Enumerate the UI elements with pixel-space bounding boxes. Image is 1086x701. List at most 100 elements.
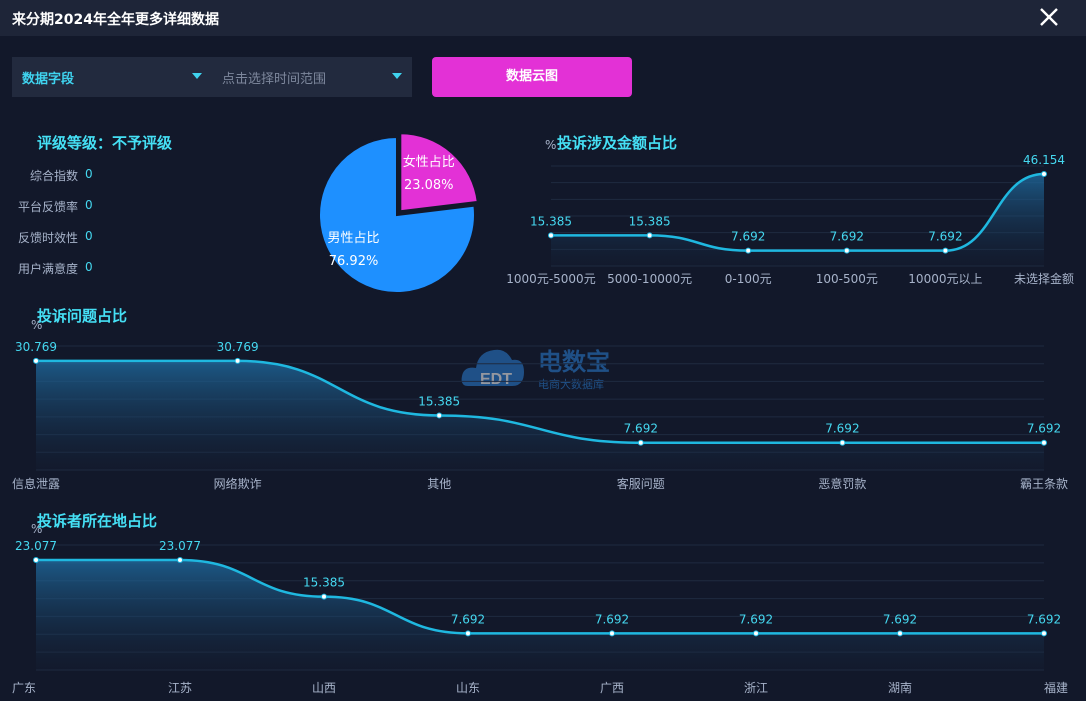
- data-point: [839, 439, 846, 446]
- data-field-label: 数据字段: [22, 72, 75, 87]
- amount-chart-title: 投诉涉及金额占比: [557, 134, 678, 152]
- metric-label: 综合指数: [29, 169, 78, 183]
- data-point: [548, 232, 554, 239]
- x-tick-label: 信息泄露: [12, 476, 60, 491]
- location-chart-title: 投诉者所在地占比: [37, 512, 158, 530]
- x-tick-label: 5000-10000元: [607, 272, 692, 286]
- metric-value: 0: [85, 167, 93, 181]
- area-fill: [551, 174, 1044, 266]
- data-point: [637, 439, 644, 446]
- cloud-mark: [461, 349, 524, 386]
- pie-slice-name: 男性占比: [328, 231, 380, 246]
- window-title: 来分期2024年全年更多详细数据: [12, 12, 219, 28]
- data-point: [897, 630, 903, 637]
- metric-timeliness: 反馈时效性: [0, 229, 78, 245]
- data-label: 7.692: [731, 230, 765, 244]
- amount-area-chart: 15.385 1000元-5000元 15.385 5000-10000元 7.692 0…: [506, 138, 1074, 286]
- x-tick-label: 广东: [12, 681, 36, 695]
- series-line: [36, 359, 1044, 444]
- metric-value: 0: [85, 198, 93, 212]
- time-range-placeholder: 点击选择时间范围: [222, 72, 327, 87]
- data-label: 7.692: [595, 612, 629, 626]
- x-tick-label: 山东: [456, 681, 480, 695]
- x-tick-label: 0-100元: [725, 272, 772, 286]
- data-point: [1041, 630, 1047, 637]
- close-button[interactable]: [1036, 4, 1062, 30]
- logo-tagline: 电商大数据库: [538, 377, 604, 391]
- filter-bar: 数据字段 点击选择时间范围: [12, 57, 412, 97]
- x-tick-label: 未选择金额: [1014, 271, 1074, 286]
- issue-area-chart: 30.769 信息泄露 30.769 网络欺诈 15.385 其他 7.692 客服问题 7.6…: [12, 318, 1068, 491]
- pie-slice-label: 23.08%: [404, 178, 454, 193]
- metric-value-wrap: 0: [73, 260, 103, 276]
- rating-title: 评级等级：不予评级: [37, 134, 173, 152]
- data-point: [609, 630, 615, 637]
- data-label: 30.769: [217, 340, 259, 354]
- data-label: 7.692: [825, 422, 859, 436]
- metric-satisfaction: 用户满意度: [0, 260, 78, 276]
- metric-value-wrap: 0: [73, 198, 103, 214]
- data-label: 15.385: [629, 214, 671, 228]
- x-tick-label: 100-500元: [816, 272, 878, 286]
- pie-slice-name: 女性占比: [403, 154, 455, 170]
- title-bar: 来分期2024年全年更多详细数据: [0, 0, 1086, 36]
- pie-slice-label: 76.92%: [329, 254, 379, 269]
- data-label: 15.385: [303, 576, 345, 590]
- data-label: 7.692: [451, 612, 485, 626]
- data-cloud-button[interactable]: 数据云图: [432, 57, 632, 97]
- data-point: [942, 247, 949, 254]
- x-tick-label: 其他: [427, 477, 451, 491]
- location-area-chart: 23.077 广东 23.077 江苏 15.385 山西 7.692 山东 7.692 广西 7.…: [12, 522, 1068, 695]
- metric-label: 反馈时效性: [17, 231, 78, 245]
- data-label: 7.692: [624, 422, 658, 436]
- close-icon: [1040, 8, 1058, 26]
- x-tick-label: 江苏: [168, 681, 192, 695]
- data-point: [33, 357, 39, 364]
- x-tick-label: 客服问题: [617, 476, 665, 491]
- data-label: 7.692: [830, 230, 864, 244]
- data-point: [843, 247, 850, 254]
- data-point: [465, 630, 471, 637]
- metric-label: 用户满意度: [17, 262, 78, 276]
- data-point: [177, 557, 183, 563]
- data-label: 7.692: [739, 612, 773, 626]
- logo-brand: 电数宝: [538, 348, 610, 376]
- x-tick-label: 霸王条款: [1020, 477, 1068, 491]
- edt-logo: EDT 电数宝 电商大数据库: [461, 348, 610, 391]
- y-axis-unit: %: [545, 138, 556, 152]
- data-point: [321, 593, 327, 600]
- logo-mark: EDT: [480, 371, 512, 388]
- data-label: 23.077: [159, 539, 201, 553]
- data-point: [745, 247, 752, 254]
- area-fill: [36, 560, 1044, 670]
- data-label: 15.385: [418, 394, 460, 408]
- metric-feedback-rate: 平台反馈率: [0, 198, 78, 214]
- x-tick-label: 浙江: [744, 681, 768, 695]
- issue-chart-title: 投诉问题占比: [37, 307, 128, 325]
- chevron-down-icon: [192, 73, 202, 79]
- data-label: 7.692: [1027, 612, 1061, 626]
- time-range-select[interactable]: 点击选择时间范围: [212, 57, 412, 97]
- data-point: [1041, 439, 1047, 446]
- data-label: 23.077: [15, 539, 57, 553]
- data-point: [234, 357, 241, 364]
- data-point: [33, 557, 39, 563]
- gender-pie-chart: 女性占比 23.08% 男性占比 76.92%: [318, 132, 479, 294]
- data-point: [646, 232, 653, 239]
- data-field-select[interactable]: 数据字段: [12, 57, 212, 97]
- metric-value: 0: [85, 260, 93, 274]
- data-label: 7.692: [883, 612, 917, 626]
- x-tick-label: 山西: [312, 681, 336, 695]
- x-tick-label: 湖南: [888, 680, 912, 695]
- x-tick-label: 广西: [600, 681, 624, 695]
- x-tick-label: 福建: [1044, 680, 1068, 695]
- data-label: 15.385: [530, 214, 572, 228]
- metric-value-wrap: 0: [73, 167, 103, 183]
- data-label: 7.692: [928, 230, 962, 244]
- x-tick-label: 1000元-5000元: [506, 272, 595, 286]
- data-label: 46.154: [1023, 153, 1065, 167]
- data-label: 7.692: [1027, 422, 1061, 436]
- chevron-down-icon: [392, 73, 402, 79]
- metric-value-wrap: 0: [73, 229, 103, 245]
